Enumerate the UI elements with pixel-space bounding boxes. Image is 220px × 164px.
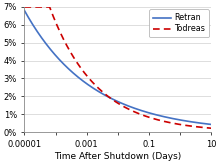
Todreas <box>164 121 167 123</box>
Todreas <box>23 6 26 8</box>
Legend: Retran, Todreas: Retran, Todreas <box>149 9 209 37</box>
Todreas <box>133 111 136 113</box>
Retran <box>210 123 213 125</box>
Todreas <box>148 116 150 118</box>
Line: Retran: Retran <box>24 11 211 124</box>
Todreas <box>210 127 213 129</box>
Todreas <box>56 26 59 28</box>
Todreas <box>108 96 110 98</box>
Todreas <box>71 55 74 57</box>
Retran <box>164 116 167 118</box>
Retran <box>56 57 59 59</box>
X-axis label: Time After Shutdown (Days): Time After Shutdown (Days) <box>54 152 182 161</box>
Line: Todreas: Todreas <box>24 7 211 128</box>
Retran <box>23 10 26 12</box>
Retran <box>108 96 110 98</box>
Retran <box>133 107 136 109</box>
Retran <box>148 112 150 114</box>
Retran <box>71 71 74 73</box>
